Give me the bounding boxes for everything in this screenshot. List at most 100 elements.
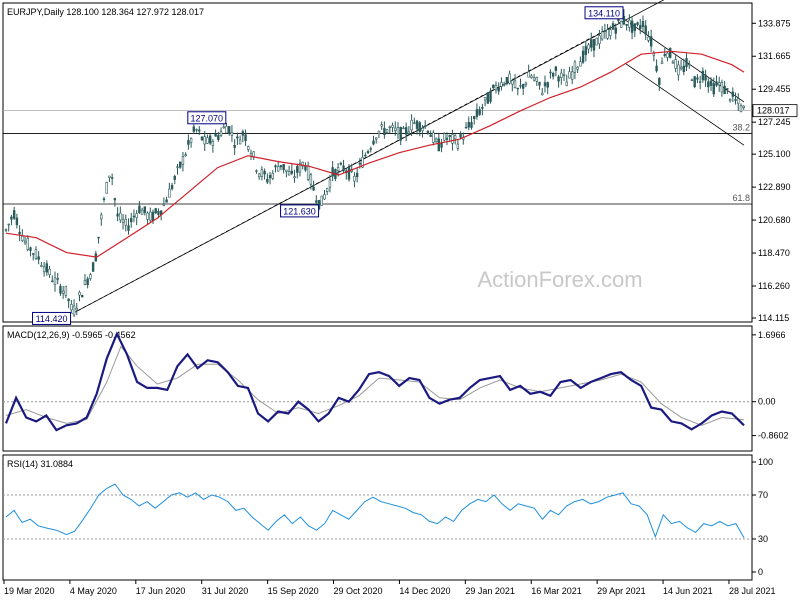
candle-body	[443, 133, 446, 141]
candle-body	[464, 126, 468, 129]
price-tick-label: 116.260	[758, 281, 790, 291]
candle-body	[478, 109, 481, 115]
candle-body	[7, 223, 10, 226]
candle-body	[282, 164, 285, 171]
candle-body	[399, 126, 402, 141]
candle-body	[690, 79, 694, 82]
candle-body	[355, 172, 359, 178]
price-tick-label: 129.455	[758, 84, 791, 94]
candle-body	[56, 278, 59, 280]
candle-body	[696, 77, 699, 80]
candle-body	[486, 92, 490, 104]
price-tick-label: 131.665	[758, 51, 791, 61]
candle-body	[728, 98, 732, 101]
candle-body	[143, 206, 147, 213]
price-tick-label: 114.115	[758, 313, 789, 323]
candle-body	[658, 78, 661, 85]
candle-body	[492, 84, 495, 88]
candle-body	[255, 170, 258, 172]
price-panel-frame	[2, 2, 753, 323]
macd-panel-frame	[2, 325, 753, 452]
candle-body	[421, 127, 424, 132]
candle-body	[663, 54, 666, 56]
candle-body	[268, 175, 272, 179]
candle-body	[135, 213, 138, 219]
candle-body	[274, 165, 277, 168]
candle-body	[410, 119, 413, 131]
candle-body	[489, 90, 492, 102]
rsi-line	[5, 483, 745, 539]
candle-body	[113, 198, 117, 201]
candle-body	[717, 82, 721, 86]
channel-line	[624, 62, 745, 146]
date-tick-label: 14 Dec 2020	[399, 586, 450, 596]
candle-body	[682, 65, 686, 73]
candle-body	[320, 195, 323, 206]
candle-body	[208, 135, 212, 144]
price-tick-label: 125.100	[758, 149, 791, 159]
candle-body	[557, 76, 560, 82]
candle-body	[445, 137, 449, 140]
candle-body	[53, 277, 57, 285]
rsi-tick-label: 0	[758, 567, 763, 577]
candle-body	[132, 215, 136, 218]
candle-body	[644, 25, 647, 35]
candle-body	[541, 92, 544, 96]
candle-body	[12, 210, 16, 219]
candle-body	[287, 171, 291, 176]
candle-body	[203, 136, 206, 145]
candle-body	[18, 231, 21, 235]
candle-body	[116, 213, 119, 217]
candle-body	[176, 166, 179, 168]
candle-body	[530, 75, 533, 78]
candle-body	[102, 198, 106, 201]
candle-body	[535, 76, 539, 82]
candle-body	[301, 161, 304, 167]
candle-body	[170, 185, 174, 190]
candle-body	[89, 274, 92, 279]
candle-body	[543, 82, 547, 87]
price-axis: 133.875 131.665 129.455 127.245 125.100 122.8…	[752, 18, 798, 323]
candle-body	[388, 126, 392, 129]
candle-body	[257, 173, 261, 178]
candle-body	[568, 71, 571, 79]
candle-body	[500, 82, 503, 87]
candle-body	[15, 217, 19, 226]
candle-body	[620, 21, 623, 28]
candle-body	[108, 175, 111, 178]
price-tick-label: 118.470	[758, 248, 790, 258]
candle-body	[701, 70, 705, 81]
candle-body	[734, 99, 737, 101]
candle-body	[198, 129, 201, 132]
candle-body	[23, 240, 27, 244]
last-price-box	[752, 104, 798, 118]
candle-body	[562, 74, 566, 76]
candle-body	[497, 87, 500, 92]
candle-body	[546, 82, 549, 88]
candle-body	[671, 61, 675, 64]
candle-body	[590, 39, 593, 48]
candle-body	[579, 61, 582, 67]
candle-body	[83, 280, 87, 285]
candle-body	[396, 127, 400, 135]
annotation-box	[187, 111, 227, 125]
candle-body	[45, 263, 49, 273]
candle-body	[502, 84, 506, 86]
rsi-axis: 100 70 30 0	[752, 457, 773, 577]
candle-body	[32, 253, 35, 255]
candle-body	[532, 77, 536, 81]
candle-body	[715, 81, 718, 86]
candle-body	[312, 186, 315, 191]
candle-body	[415, 120, 419, 129]
candle-body	[309, 174, 313, 185]
rsi-tick-label: 70	[758, 490, 768, 500]
price-tick-label: 122.890	[758, 182, 791, 192]
date-tick-label: 28 Jul 2021	[729, 586, 776, 596]
candle-body	[263, 170, 266, 175]
candle-body	[434, 138, 438, 143]
annotation-label: 121.630	[283, 206, 316, 216]
candle-body	[647, 36, 650, 41]
candle-body	[296, 166, 299, 173]
candle-body	[364, 154, 367, 157]
annotation-box	[584, 6, 624, 20]
